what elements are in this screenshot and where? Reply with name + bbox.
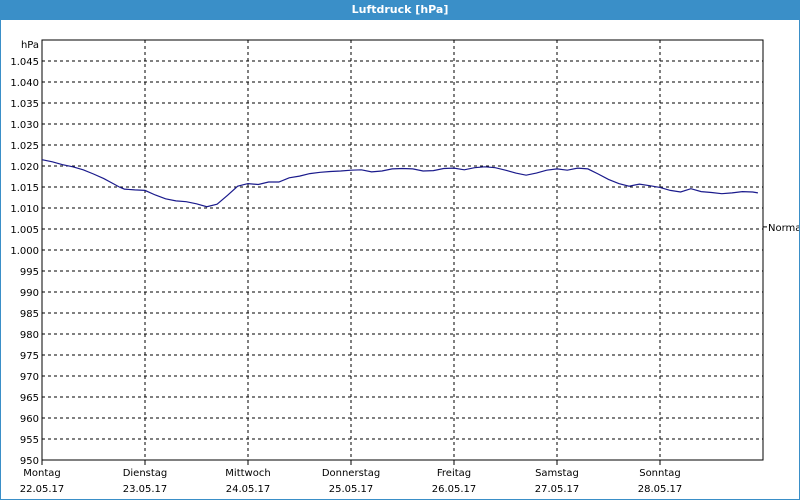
x-tick-date: 26.05.17: [432, 484, 477, 495]
y-tick-label: 1.045: [10, 57, 39, 68]
y-tick-label: 975: [20, 351, 39, 362]
y-tick-label: 960: [20, 414, 39, 425]
y-tick-label: 1.040: [10, 78, 39, 89]
x-tick-day: Donnerstag: [322, 468, 380, 479]
y-tick-label: 950: [20, 456, 39, 467]
x-tick-date: 22.05.17: [20, 484, 65, 495]
y-tick-label: 1.025: [10, 141, 39, 152]
x-tick-date: 24.05.17: [226, 484, 271, 495]
y-tick-label: 1.020: [10, 162, 39, 173]
y-tick-label: 1.005: [10, 225, 39, 236]
pressure-series-line: [41, 159, 759, 208]
x-tick-date: 27.05.17: [535, 484, 580, 495]
y-tick-label: 1.030: [10, 120, 39, 131]
pressure-chart: 950 955 960 965 970 975 980 985 990 995 1.000 1.005…: [10, 39, 799, 495]
chart-frame: 950 955 960 965 970 975 980 985 990 995 1.000 1.005…: [0, 20, 800, 500]
y-tick-label: 990: [20, 288, 39, 299]
y-tick-label: 1.000: [10, 246, 39, 257]
y-tick-label: 970: [20, 372, 39, 383]
x-tick-day: Sonntag: [639, 468, 681, 479]
x-tick-date: 23.05.17: [123, 484, 168, 495]
x-tick-day: Dienstag: [123, 468, 168, 479]
y-tick-label: 995: [20, 267, 39, 278]
x-tick-date: 25.05.17: [329, 484, 374, 495]
y-axis-label: hPa: [21, 40, 39, 51]
y-tick-label: 1.035: [10, 99, 39, 110]
x-tick-day: Montag: [23, 468, 60, 479]
y-tick-label: 965: [20, 393, 39, 404]
x-tick-day: Samstag: [535, 468, 579, 479]
reference-label: Normal: [768, 223, 799, 234]
y-tick-label: 985: [20, 309, 39, 320]
chart-title: Luftdruck [hPa]: [0, 0, 800, 20]
x-tick-date: 28.05.17: [638, 484, 683, 495]
y-tick-label: 955: [20, 435, 39, 446]
y-tick-label: 1.015: [10, 183, 39, 194]
y-tick-label: 1.010: [10, 204, 39, 215]
x-tick-day: Freitag: [437, 468, 471, 479]
y-tick-label: 980: [20, 330, 39, 341]
x-tick-day: Mittwoch: [225, 468, 270, 479]
